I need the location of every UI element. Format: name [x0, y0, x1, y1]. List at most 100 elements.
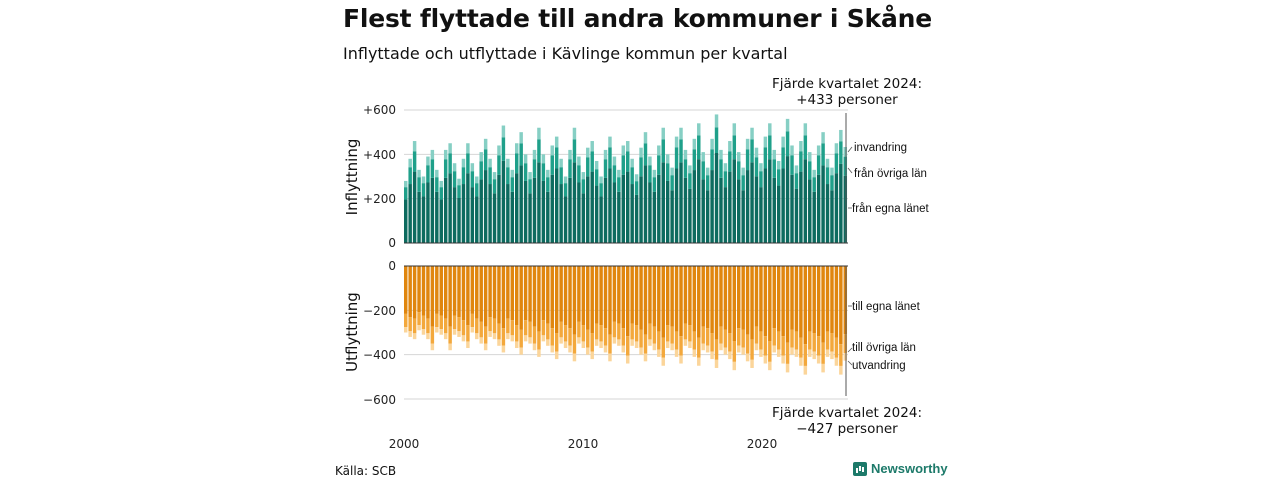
top-y-ticks: 0 +200 +400 +600	[363, 103, 396, 250]
bar-in-own	[430, 177, 435, 243]
bar-in-immig	[688, 165, 692, 174]
bar-in-own	[590, 171, 594, 243]
bar-out-own	[603, 266, 608, 329]
bar-in-immig	[621, 145, 626, 156]
bar-in-other	[657, 155, 661, 175]
source-note: Källa: SCB	[335, 464, 397, 478]
bar-out-other	[541, 320, 546, 336]
top-ytick-label: +200	[363, 192, 396, 206]
bar-out-other	[568, 328, 572, 346]
bar-out-other	[634, 325, 639, 342]
bar-in-other	[537, 139, 541, 163]
bar-in-own	[417, 191, 421, 243]
bar-out-own	[701, 266, 705, 327]
bar-out-own	[590, 266, 594, 334]
bar-out-own	[439, 266, 443, 316]
bar-out-other	[776, 331, 781, 350]
bar-in-other	[421, 183, 426, 197]
bar-out-emig	[710, 351, 714, 360]
bar-out-own	[506, 266, 510, 319]
bar-in-other	[674, 147, 679, 169]
bar-out-own	[839, 266, 843, 345]
bar-out-own	[546, 266, 550, 324]
bar-in-other	[665, 163, 670, 181]
bar-in-other	[776, 169, 781, 186]
bar-out-own	[497, 266, 501, 324]
bar-in-immig	[466, 143, 470, 154]
bar-out-other	[492, 318, 497, 334]
bar-in-other	[612, 165, 617, 183]
bar-out-emig	[830, 351, 834, 360]
chart-title: Flest flyttade till andra kommuner i Skå…	[343, 4, 932, 33]
bar-out-other	[683, 323, 688, 340]
bar-out-own	[776, 266, 781, 332]
bar-in-own	[510, 191, 515, 243]
bar-in-other	[705, 175, 710, 191]
bar-out-emig	[723, 347, 728, 355]
bar-out-own	[665, 266, 670, 326]
bar-out-emig	[475, 333, 479, 340]
bar-out-emig	[457, 331, 461, 337]
bar-in-immig	[563, 176, 568, 184]
bar-out-other	[763, 336, 768, 356]
bar-out-other	[799, 337, 803, 358]
bar-out-emig	[697, 357, 701, 366]
bar-out-own	[626, 266, 630, 337]
bar-out-other	[612, 321, 617, 338]
bar-in-other	[594, 169, 599, 186]
bar-in-other	[785, 131, 790, 157]
bar-out-own	[461, 266, 466, 321]
bar-out-emig	[701, 343, 705, 351]
bar-in-other	[523, 163, 528, 181]
bar-in-immig	[839, 129, 843, 142]
bar-in-immig	[559, 158, 563, 168]
bar-in-immig	[426, 156, 430, 166]
bar-in-immig	[577, 156, 581, 166]
bar-in-own	[710, 170, 714, 243]
bar-out-emig	[439, 329, 443, 335]
bar-out-emig	[741, 347, 745, 355]
bar-out-own	[479, 266, 483, 322]
bar-in-other	[532, 159, 537, 178]
bar-in-own	[421, 196, 426, 243]
bar-in-immig	[594, 160, 599, 170]
bar-out-other	[443, 318, 448, 334]
bar-out-other	[426, 318, 430, 334]
bar-out-own	[803, 266, 808, 345]
bar-out-own	[457, 266, 461, 318]
bar-out-emig	[670, 343, 674, 351]
bar-out-other	[639, 329, 643, 348]
bar-out-emig	[528, 337, 532, 344]
axes	[404, 242, 848, 267]
bar-in-other	[759, 171, 763, 188]
bar-out-other	[816, 336, 821, 356]
bar-in-other	[661, 139, 665, 163]
bar-in-immig	[515, 143, 519, 154]
bar-out-other	[785, 342, 790, 364]
bar-in-other	[790, 155, 794, 175]
bar-in-own	[803, 159, 808, 243]
bar-out-own	[577, 266, 581, 322]
bar-out-emig	[479, 337, 483, 344]
bar-in-other	[483, 149, 488, 171]
bar-out-emig	[537, 349, 541, 357]
bar-in-own	[404, 199, 408, 243]
bar-out-emig	[559, 337, 563, 344]
bar-in-own	[568, 177, 572, 243]
bar-in-immig	[532, 149, 537, 160]
bar-in-own	[532, 177, 537, 243]
bar-in-immig	[763, 136, 768, 148]
bar-in-other	[528, 179, 532, 194]
bar-in-own	[816, 174, 821, 243]
bar-out-other	[617, 323, 621, 340]
newsworthy-logo[interactable]: Newsworthy	[853, 461, 948, 476]
bar-in-immig	[728, 141, 732, 152]
bar-in-immig	[639, 147, 643, 158]
bottom-ylabel: Utflyttning	[343, 292, 361, 372]
bar-out-emig	[648, 339, 652, 346]
bar-in-own	[466, 173, 470, 244]
bar-in-own	[754, 176, 759, 243]
bar-in-immig	[603, 149, 608, 160]
bar-in-other	[621, 155, 626, 175]
bar-in-own	[550, 174, 554, 243]
